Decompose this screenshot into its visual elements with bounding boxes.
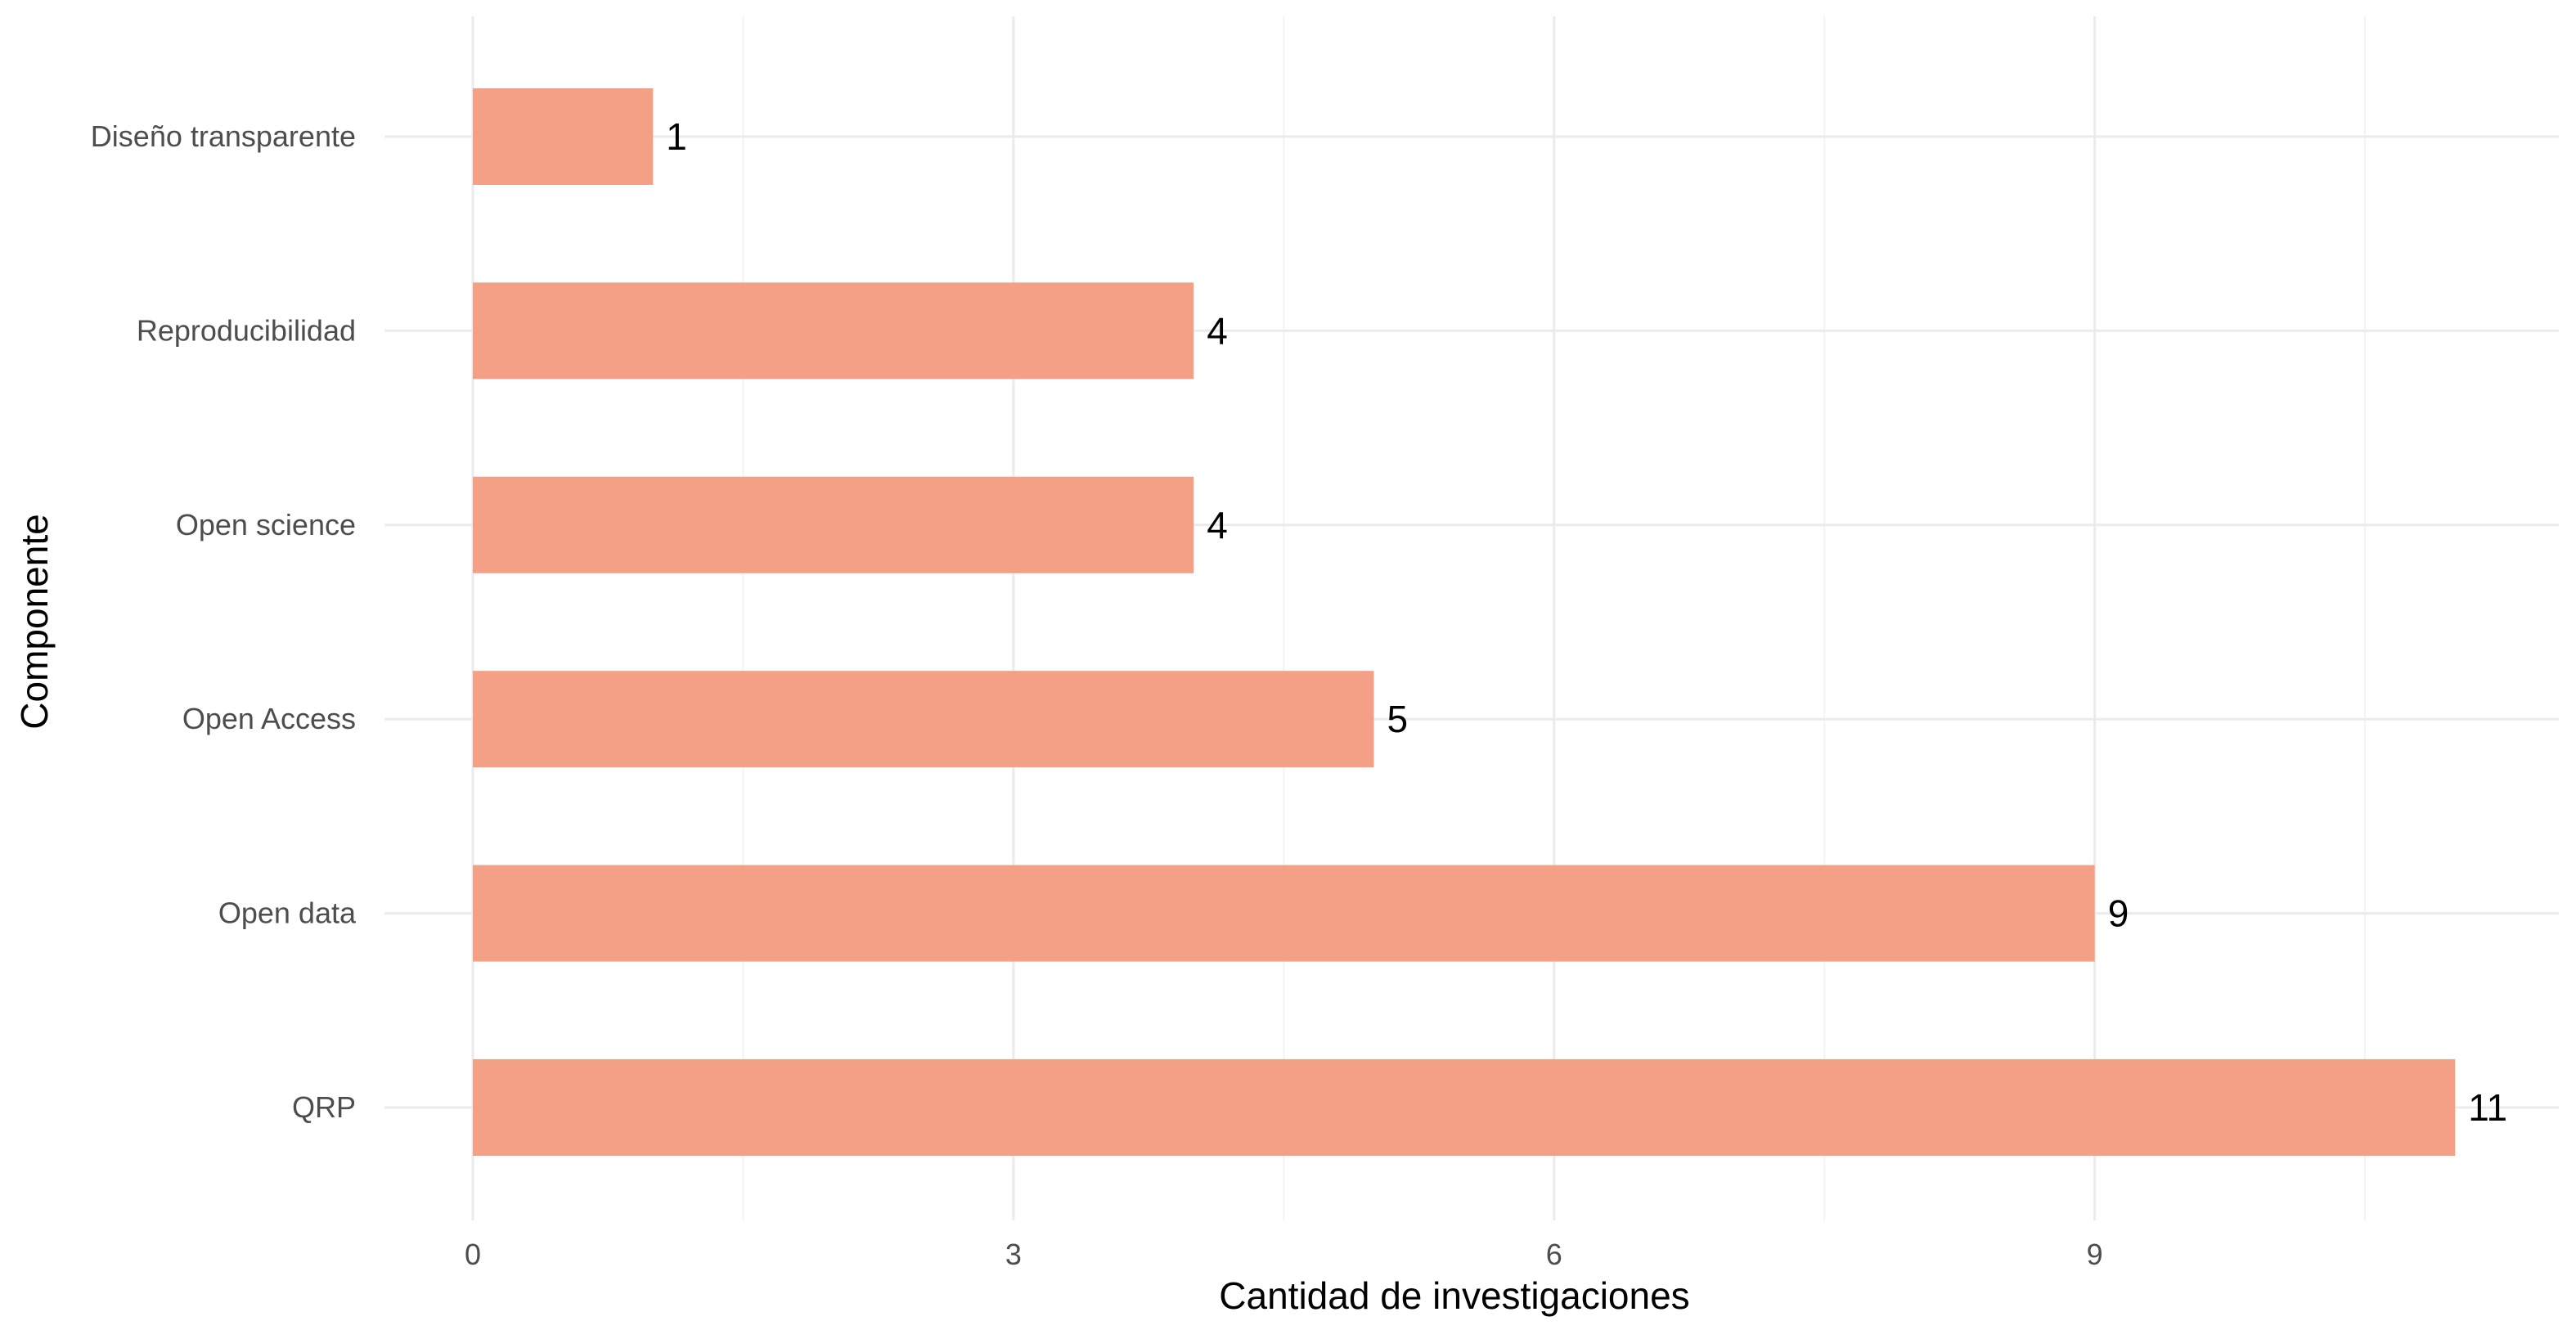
x-tick-label: 0: [465, 1238, 481, 1271]
x-tick-label: 9: [2087, 1238, 2103, 1271]
value-labels: 1 4 4 5 9 11: [666, 115, 2507, 1129]
bar: [473, 865, 2095, 962]
y-tick-label: Diseño transparente: [91, 119, 356, 153]
data-label: 11: [2468, 1086, 2507, 1129]
major-gridlines: [384, 16, 2559, 1220]
bars: [473, 88, 2456, 1156]
bar: [473, 671, 1374, 768]
data-label: 5: [1387, 698, 1409, 740]
bar: [473, 88, 654, 185]
data-label: 1: [666, 115, 687, 158]
y-tick-label: Reproducibilidad: [137, 313, 356, 347]
bar: [473, 282, 1194, 380]
x-axis-title: Cantidad de investigaciones: [1219, 1274, 1689, 1317]
y-tick-label: QRP: [292, 1090, 356, 1124]
y-tick-label: Open Access: [182, 702, 356, 735]
x-tick-label: 6: [1546, 1238, 1562, 1271]
x-tick-labels: 0 3 6 9: [465, 1238, 2103, 1271]
y-tick-labels: Diseño transparente Reproducibilidad Open …: [91, 119, 357, 1124]
data-label: 4: [1207, 309, 1228, 352]
x-tick-label: 3: [1005, 1238, 1022, 1271]
y-tick-label: Open data: [218, 896, 357, 930]
data-label: 4: [1207, 504, 1228, 546]
data-label: 9: [2108, 892, 2129, 935]
minor-gridlines: [742, 16, 2367, 1220]
y-axis-title: Componente: [13, 514, 56, 729]
bar: [473, 1059, 2456, 1156]
y-tick-label: Open science: [176, 508, 356, 541]
bar: [473, 476, 1194, 573]
